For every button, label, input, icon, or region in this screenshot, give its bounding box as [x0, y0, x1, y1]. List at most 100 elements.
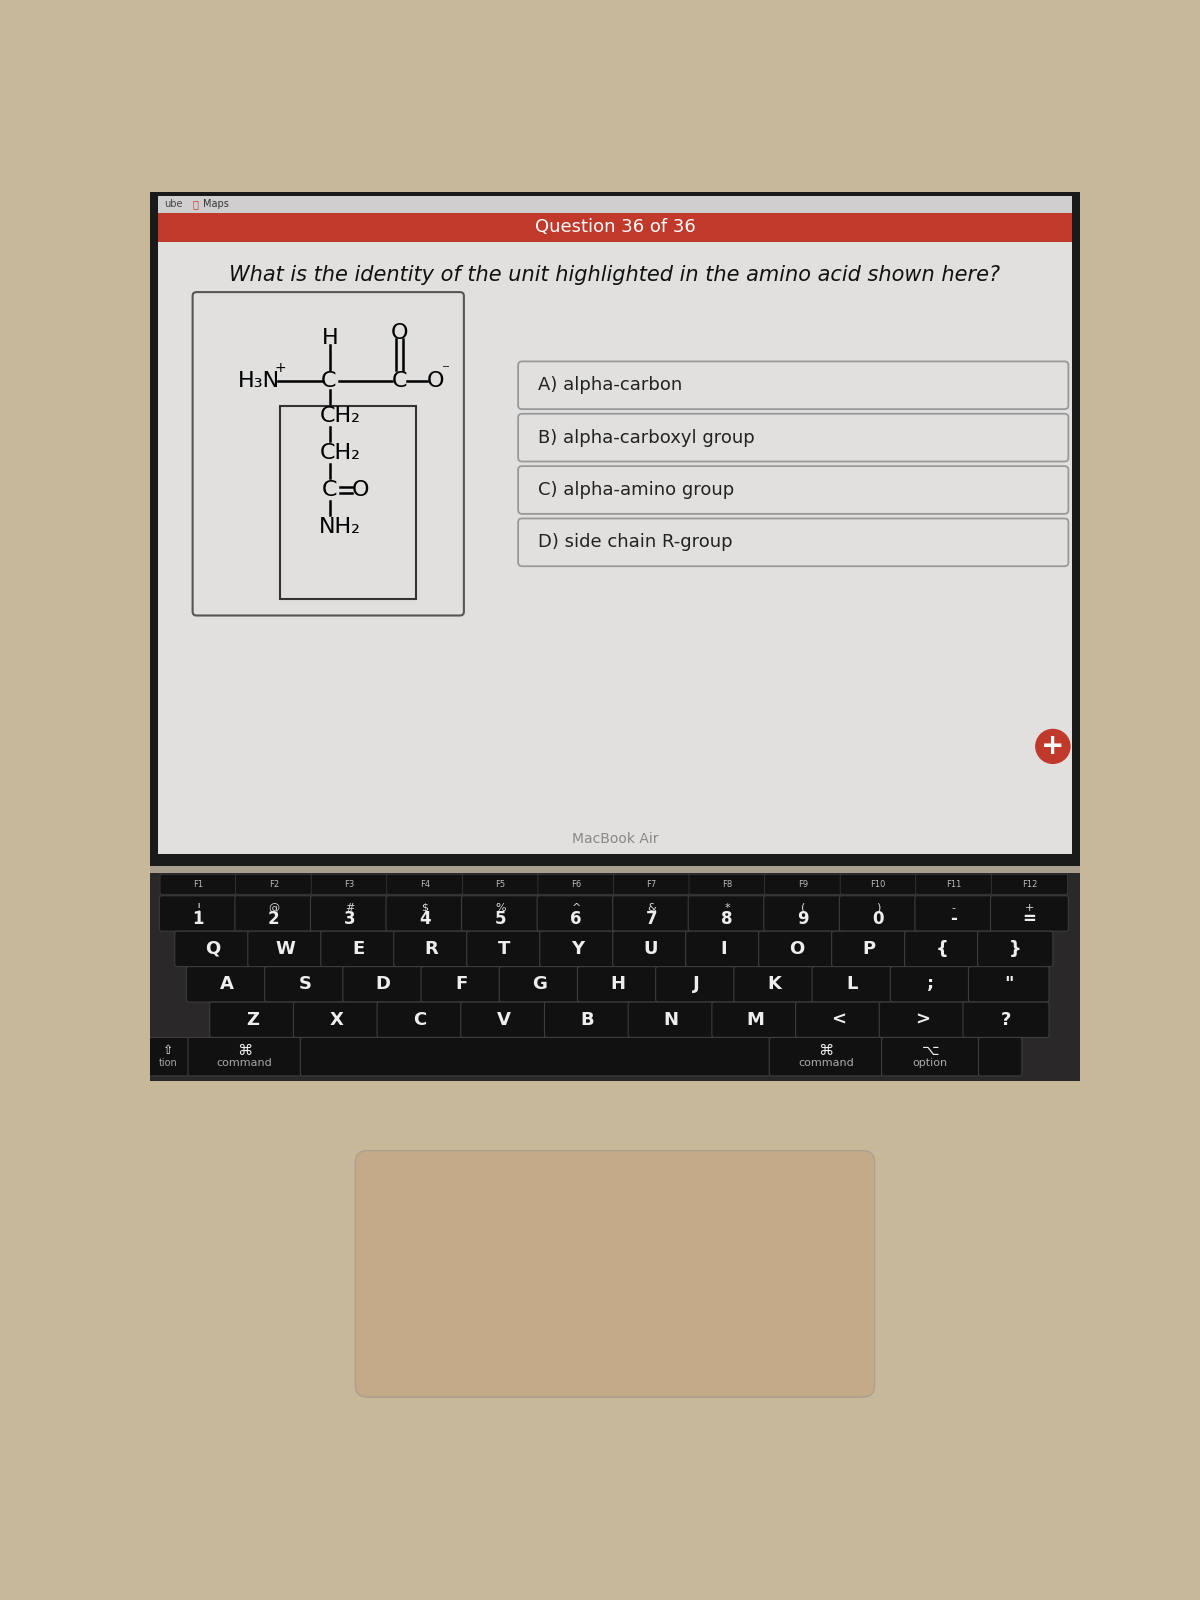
FancyBboxPatch shape — [265, 966, 346, 1002]
FancyBboxPatch shape — [840, 874, 917, 894]
Text: tion: tion — [160, 1058, 178, 1067]
Text: =: = — [1022, 910, 1037, 928]
Text: ⬜: ⬜ — [193, 200, 198, 210]
FancyBboxPatch shape — [538, 874, 614, 894]
FancyBboxPatch shape — [518, 518, 1068, 566]
FancyBboxPatch shape — [462, 896, 540, 931]
Text: !: ! — [196, 902, 200, 914]
FancyBboxPatch shape — [734, 966, 815, 1002]
FancyBboxPatch shape — [421, 966, 502, 1002]
FancyBboxPatch shape — [978, 931, 1052, 966]
Text: D) side chain R-group: D) side chain R-group — [538, 533, 732, 552]
Text: S: S — [299, 976, 311, 994]
Text: &: & — [647, 902, 656, 914]
FancyBboxPatch shape — [685, 931, 761, 966]
FancyBboxPatch shape — [968, 966, 1049, 1002]
Text: F6: F6 — [571, 880, 581, 888]
FancyBboxPatch shape — [293, 1002, 379, 1037]
Text: C: C — [391, 371, 407, 390]
Text: U: U — [643, 939, 658, 958]
FancyBboxPatch shape — [247, 931, 323, 966]
Text: 3: 3 — [343, 910, 355, 928]
Text: 7: 7 — [646, 910, 658, 928]
Text: L: L — [847, 976, 858, 994]
FancyBboxPatch shape — [386, 874, 463, 894]
Text: G: G — [532, 976, 547, 994]
Text: ⇧: ⇧ — [163, 1045, 174, 1058]
FancyBboxPatch shape — [300, 1037, 770, 1075]
Text: F1: F1 — [193, 880, 203, 888]
FancyBboxPatch shape — [914, 896, 992, 931]
Bar — [150, 870, 1080, 1131]
Text: -: - — [952, 902, 956, 914]
Text: command: command — [798, 1058, 853, 1067]
Text: 4: 4 — [419, 910, 431, 928]
FancyBboxPatch shape — [991, 874, 1068, 894]
Text: command: command — [217, 1058, 272, 1067]
Text: ?: ? — [1001, 1011, 1012, 1029]
FancyBboxPatch shape — [148, 1037, 190, 1075]
FancyBboxPatch shape — [882, 1037, 979, 1075]
Text: {: { — [936, 939, 949, 958]
Text: +: + — [1042, 733, 1064, 760]
Text: A) alpha-carbon: A) alpha-carbon — [538, 376, 682, 394]
Bar — [150, 866, 1080, 874]
Text: NH₂: NH₂ — [319, 517, 361, 538]
Text: <: < — [832, 1011, 846, 1029]
FancyBboxPatch shape — [281, 406, 416, 598]
FancyBboxPatch shape — [461, 1002, 547, 1037]
FancyBboxPatch shape — [160, 896, 238, 931]
FancyBboxPatch shape — [796, 1002, 882, 1037]
FancyBboxPatch shape — [880, 1002, 965, 1037]
Text: O: O — [391, 323, 408, 342]
FancyBboxPatch shape — [394, 931, 469, 966]
FancyBboxPatch shape — [990, 896, 1068, 931]
FancyBboxPatch shape — [764, 896, 841, 931]
Text: T: T — [498, 939, 510, 958]
Text: A: A — [220, 976, 234, 994]
FancyBboxPatch shape — [499, 966, 580, 1002]
Text: N: N — [664, 1011, 679, 1029]
Text: W: W — [276, 939, 295, 958]
Text: B) alpha-carboxyl group: B) alpha-carboxyl group — [538, 429, 755, 446]
Text: H₃N: H₃N — [238, 371, 280, 390]
FancyBboxPatch shape — [712, 1002, 798, 1037]
Bar — [157, 213, 1073, 242]
FancyBboxPatch shape — [320, 931, 396, 966]
FancyBboxPatch shape — [812, 966, 893, 1002]
FancyBboxPatch shape — [462, 874, 539, 894]
FancyBboxPatch shape — [518, 466, 1068, 514]
Text: ⌥: ⌥ — [922, 1043, 940, 1058]
FancyBboxPatch shape — [758, 931, 834, 966]
Text: }: } — [1009, 939, 1021, 958]
FancyBboxPatch shape — [916, 874, 992, 894]
Text: 5: 5 — [494, 910, 506, 928]
Text: Y: Y — [571, 939, 584, 958]
FancyBboxPatch shape — [978, 1037, 1022, 1075]
FancyBboxPatch shape — [160, 874, 236, 894]
FancyBboxPatch shape — [186, 966, 266, 1002]
Text: ⌘: ⌘ — [818, 1043, 834, 1058]
Text: E: E — [353, 939, 365, 958]
FancyBboxPatch shape — [343, 966, 424, 1002]
Text: 6: 6 — [570, 910, 582, 928]
Text: CH₂: CH₂ — [319, 406, 360, 426]
Text: ): ) — [876, 902, 881, 914]
FancyBboxPatch shape — [518, 362, 1068, 410]
Text: option: option — [913, 1058, 948, 1067]
FancyBboxPatch shape — [545, 1002, 630, 1037]
Text: B: B — [581, 1011, 594, 1029]
Text: F11: F11 — [946, 880, 961, 888]
Text: C: C — [322, 480, 337, 499]
Bar — [150, 1082, 1080, 1424]
Text: P: P — [863, 939, 876, 958]
FancyBboxPatch shape — [655, 966, 736, 1002]
FancyBboxPatch shape — [905, 931, 980, 966]
Text: F4: F4 — [420, 880, 430, 888]
Text: R: R — [425, 939, 438, 958]
Text: +: + — [1025, 902, 1034, 914]
Text: J: J — [692, 976, 700, 994]
FancyBboxPatch shape — [210, 1002, 295, 1037]
FancyBboxPatch shape — [962, 1002, 1049, 1037]
Text: C) alpha-amino group: C) alpha-amino group — [538, 482, 733, 499]
